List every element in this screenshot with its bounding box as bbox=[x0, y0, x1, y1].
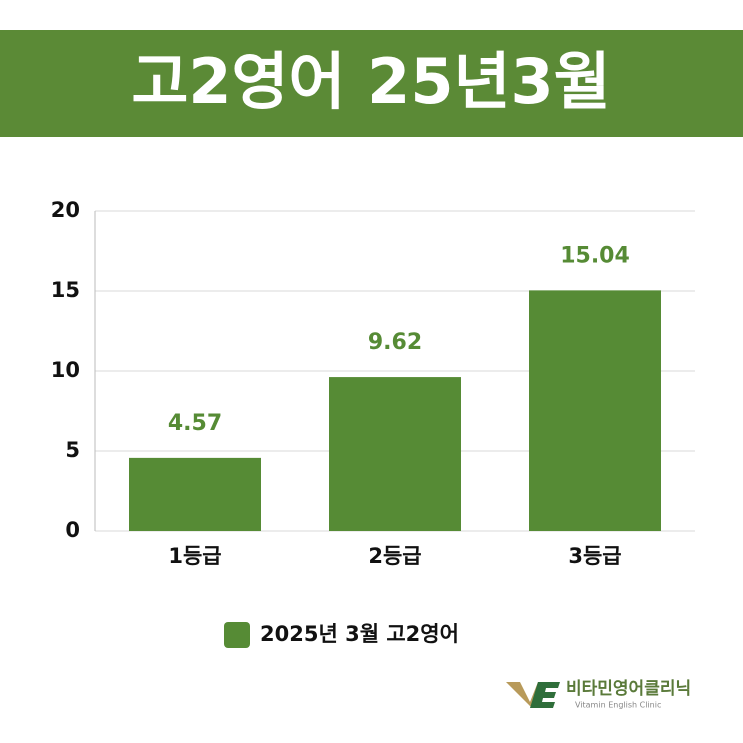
y-tick-label: 5 bbox=[65, 438, 80, 462]
legend-label: 2025년 3월 고2영어 bbox=[260, 622, 459, 646]
legend-swatch bbox=[224, 622, 250, 648]
logo-icon bbox=[530, 682, 560, 708]
bar bbox=[529, 290, 661, 531]
x-tick-label: 1등급 bbox=[168, 544, 221, 568]
y-tick-label: 20 bbox=[51, 198, 80, 222]
logo: 비타민영어클리닉 Vitamin English Clinic bbox=[506, 679, 691, 710]
y-tick-label: 10 bbox=[51, 358, 80, 382]
title-banner bbox=[0, 30, 743, 137]
bar bbox=[129, 457, 261, 531]
bar bbox=[329, 377, 461, 531]
value-label: 15.04 bbox=[560, 243, 630, 268]
logo-tagline: Vitamin English Clinic bbox=[575, 701, 661, 710]
x-tick-label: 3등급 bbox=[568, 544, 621, 568]
y-tick-label: 0 bbox=[65, 518, 80, 542]
value-label: 4.57 bbox=[168, 411, 222, 436]
logo-name: 비타민영어클리닉 bbox=[566, 679, 691, 699]
chart-title: 고2영어 25년3월 bbox=[131, 45, 610, 118]
value-label: 9.62 bbox=[368, 330, 422, 355]
y-tick-label: 15 bbox=[51, 278, 80, 302]
x-tick-label: 2등급 bbox=[368, 544, 421, 568]
